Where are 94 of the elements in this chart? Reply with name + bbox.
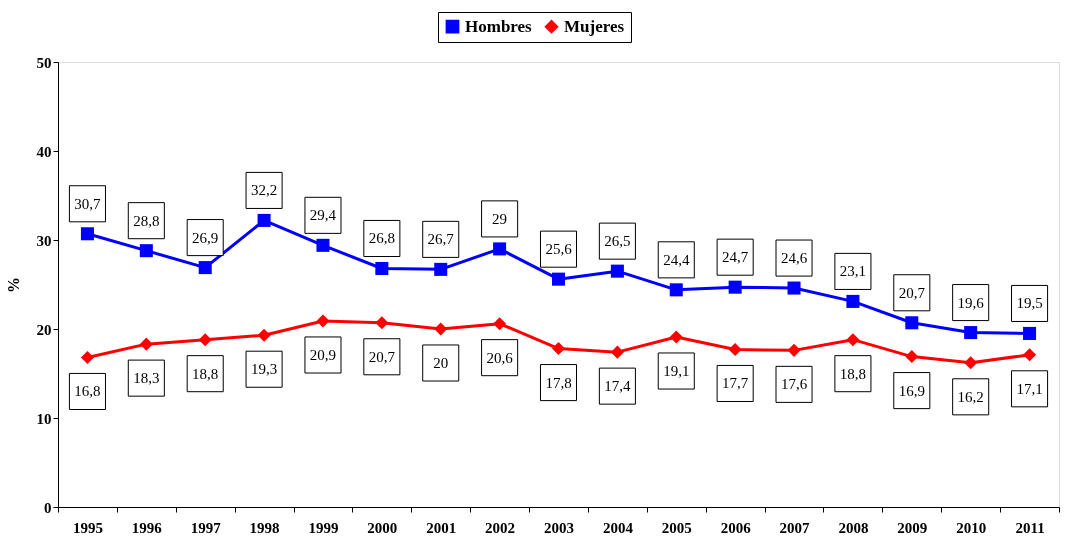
data-label: 17,7 bbox=[722, 375, 749, 392]
x-tick-label: 2000 bbox=[367, 519, 398, 536]
data-label: 19,3 bbox=[250, 361, 278, 378]
x-tick-label: 1999 bbox=[308, 519, 339, 536]
y-tick-label: 50 bbox=[36, 54, 52, 71]
point bbox=[964, 326, 978, 340]
point bbox=[80, 350, 94, 364]
point bbox=[551, 342, 566, 356]
data-label: 26,5 bbox=[604, 233, 631, 250]
point bbox=[139, 337, 153, 351]
data-label: 19,6 bbox=[957, 294, 985, 311]
point bbox=[905, 316, 919, 330]
point bbox=[257, 213, 271, 227]
data-label: 24,4 bbox=[663, 251, 690, 268]
data-label: 30,7 bbox=[74, 195, 102, 212]
x-tick-label: 2011 bbox=[1015, 519, 1045, 536]
point bbox=[964, 356, 978, 370]
data-label: 29,4 bbox=[309, 207, 337, 224]
data-label: 25,6 bbox=[545, 241, 573, 258]
data-label: 20,7 bbox=[898, 284, 926, 301]
point bbox=[375, 316, 389, 330]
data-label: 20 bbox=[433, 355, 449, 371]
point bbox=[316, 314, 330, 328]
x-tick-label: 1995 bbox=[72, 519, 103, 536]
x-tick-label: 2006 bbox=[720, 519, 752, 536]
data-label: 16,8 bbox=[74, 383, 101, 400]
point bbox=[80, 227, 94, 241]
point bbox=[787, 281, 801, 295]
data-label: 20,9 bbox=[309, 346, 337, 363]
legend-label: Hombres bbox=[465, 16, 533, 36]
x-tick-label: 1998 bbox=[249, 519, 280, 536]
y-tick-label: 40 bbox=[36, 143, 52, 160]
point bbox=[905, 350, 919, 364]
x-tick-label: 2010 bbox=[956, 519, 987, 536]
point bbox=[434, 322, 448, 336]
point bbox=[257, 328, 271, 342]
data-label: 20,6 bbox=[486, 349, 514, 366]
x-tick-label: 2004 bbox=[602, 519, 634, 536]
x-tick-label: 2008 bbox=[838, 519, 869, 536]
point bbox=[1023, 348, 1037, 362]
data-label: 23,1 bbox=[839, 263, 867, 280]
data-label: 16,9 bbox=[898, 382, 925, 399]
x-tick-label: 1997 bbox=[190, 519, 222, 536]
data-label: 19,1 bbox=[663, 363, 690, 380]
point bbox=[610, 345, 624, 359]
x-tick-label: 2002 bbox=[485, 519, 516, 536]
data-label: 24,6 bbox=[780, 250, 808, 267]
point bbox=[434, 262, 448, 276]
data-label: 20,7 bbox=[368, 348, 396, 365]
data-label: 16,2 bbox=[957, 388, 984, 405]
point bbox=[1023, 326, 1037, 340]
point bbox=[669, 330, 683, 344]
data-label: 32,2 bbox=[250, 182, 278, 199]
point bbox=[198, 261, 212, 275]
x-tick-label: 2003 bbox=[544, 519, 574, 536]
point bbox=[375, 261, 389, 275]
y-tick-label: 10 bbox=[36, 410, 52, 427]
data-label: 17,1 bbox=[1016, 380, 1043, 397]
legend-label: Mujeres bbox=[564, 16, 625, 36]
data-label: 19,5 bbox=[1016, 295, 1043, 312]
point bbox=[198, 333, 212, 347]
x-tick-label: 1996 bbox=[131, 519, 163, 536]
data-label: 18,8 bbox=[839, 365, 867, 382]
data-label: 26,8 bbox=[368, 230, 395, 247]
data-label: 28,8 bbox=[133, 212, 160, 229]
data-label: 29 bbox=[492, 210, 508, 227]
data-label: 17,4 bbox=[604, 378, 632, 395]
x-tick-label: 2007 bbox=[779, 519, 811, 536]
point bbox=[493, 242, 507, 256]
y-axis-title: % bbox=[4, 277, 22, 293]
point bbox=[728, 342, 742, 356]
data-label: 18,8 bbox=[192, 365, 219, 382]
data-label: 18,3 bbox=[133, 370, 160, 387]
point bbox=[846, 333, 860, 347]
y-tick-label: 20 bbox=[36, 321, 52, 338]
point bbox=[139, 244, 153, 258]
x-tick-label: 2005 bbox=[661, 519, 692, 536]
point bbox=[610, 264, 624, 278]
data-label: 17,8 bbox=[545, 374, 572, 391]
point bbox=[316, 238, 330, 252]
y-tick-label: 30 bbox=[36, 232, 52, 249]
point bbox=[846, 294, 860, 308]
y-tick-label: 0 bbox=[44, 499, 52, 516]
point bbox=[728, 280, 742, 294]
data-label: 26,9 bbox=[192, 229, 219, 246]
x-tick-label: 2009 bbox=[897, 519, 928, 536]
data-label: 24,7 bbox=[722, 249, 749, 266]
point bbox=[787, 343, 801, 357]
point bbox=[551, 272, 566, 286]
data-label: 17,6 bbox=[780, 376, 808, 393]
data-label: 26,7 bbox=[427, 231, 455, 248]
x-tick-label: 2001 bbox=[426, 519, 457, 536]
point bbox=[493, 317, 507, 331]
point bbox=[669, 283, 683, 297]
